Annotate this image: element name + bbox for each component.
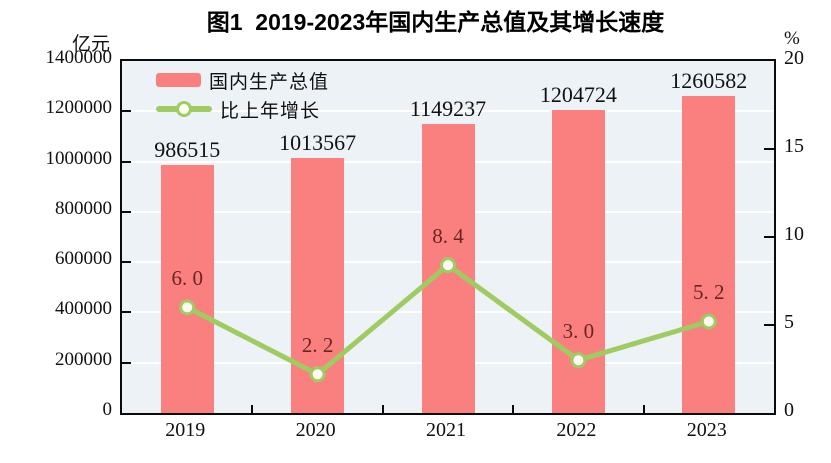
left-axis-tick — [122, 110, 131, 113]
bar-value-label: 1149237 — [409, 96, 487, 122]
left-axis-tick-label: 0 — [102, 399, 113, 420]
left-axis-tick — [122, 311, 131, 314]
x-axis-tick — [512, 405, 515, 413]
growth-value-label: 3. 0 — [562, 319, 595, 344]
left-axis-unit-label: 亿元 — [71, 34, 110, 55]
growth-value-label: 8. 4 — [432, 224, 464, 249]
line-marker-icon — [176, 101, 192, 117]
legend-item-gdp: 国内生产总值 — [156, 68, 330, 93]
left-axis-tick-label: 1200000 — [45, 97, 113, 119]
x-axis-label: 2020 — [295, 419, 336, 441]
right-axis-tick — [764, 236, 774, 238]
left-axis-tick-label: 600000 — [55, 248, 112, 270]
bar-value-label: 1013567 — [279, 130, 357, 156]
right-axis-tick-label: 20 — [784, 47, 804, 69]
bar — [160, 164, 214, 413]
left-axis-tick — [122, 361, 131, 364]
growth-value-label: 6. 0 — [171, 266, 203, 291]
bar-swatch-icon — [156, 73, 201, 87]
x-axis-label: 2022 — [556, 419, 597, 441]
x-axis-tick — [642, 405, 645, 413]
line-series — [179, 257, 717, 383]
right-axis-tick-label: 15 — [784, 135, 804, 157]
line-marker — [440, 257, 456, 274]
gridline — [122, 110, 774, 113]
x-axis-label: 2021 — [426, 419, 466, 441]
bar-value-label: 1260582 — [670, 68, 748, 94]
legend-bar-label: 国内生产总值 — [209, 71, 330, 93]
line-marker — [179, 299, 196, 316]
x-axis-label: 2019 — [165, 419, 206, 441]
legend-item-growth: 比上年增长 — [156, 97, 329, 122]
left-axis-tick — [122, 160, 131, 163]
growth-value-label: 2. 2 — [301, 333, 334, 358]
legend-line-label: 比上年增长 — [220, 100, 321, 122]
left-axis-tick-label: 200000 — [55, 348, 112, 370]
line-marker — [700, 313, 717, 330]
right-axis-tick — [764, 324, 774, 326]
plot-area: 986515 1013567 1149237 1204724 1260582 6. 0 2.… — [120, 59, 776, 415]
bar-value-label: 986515 — [154, 136, 221, 162]
left-axis-tick-label: 400000 — [55, 298, 112, 320]
chart-title: 图1 2019-2023年国内生产总值及其增长速度 — [206, 9, 665, 35]
left-axis-tick — [122, 210, 131, 213]
growth-value-label: 5. 2 — [693, 280, 725, 305]
left-axis-tick-label: 1400000 — [45, 47, 113, 68]
line-marker — [570, 352, 587, 369]
x-axis-tick — [381, 405, 384, 413]
x-axis-tick — [251, 405, 254, 413]
legend: 国内生产总值 比上年增长 — [156, 68, 330, 122]
line-swatch-icon — [156, 101, 212, 117]
right-axis-tick-label: 10 — [784, 223, 804, 245]
left-axis-tick-label: 800000 — [55, 197, 112, 219]
right-axis-tick-label: 5 — [784, 311, 794, 333]
bar — [682, 96, 736, 413]
right-axis-tick — [764, 148, 774, 150]
x-axis-label: 2023 — [686, 419, 727, 441]
right-axis-unit-label: % — [784, 28, 800, 49]
right-axis-tick-label: 0 — [784, 399, 794, 421]
left-axis-tick-label: 1000000 — [45, 147, 113, 169]
left-axis-tick — [122, 261, 131, 264]
line-marker — [309, 366, 326, 383]
bar-value-label: 1204724 — [539, 82, 617, 108]
